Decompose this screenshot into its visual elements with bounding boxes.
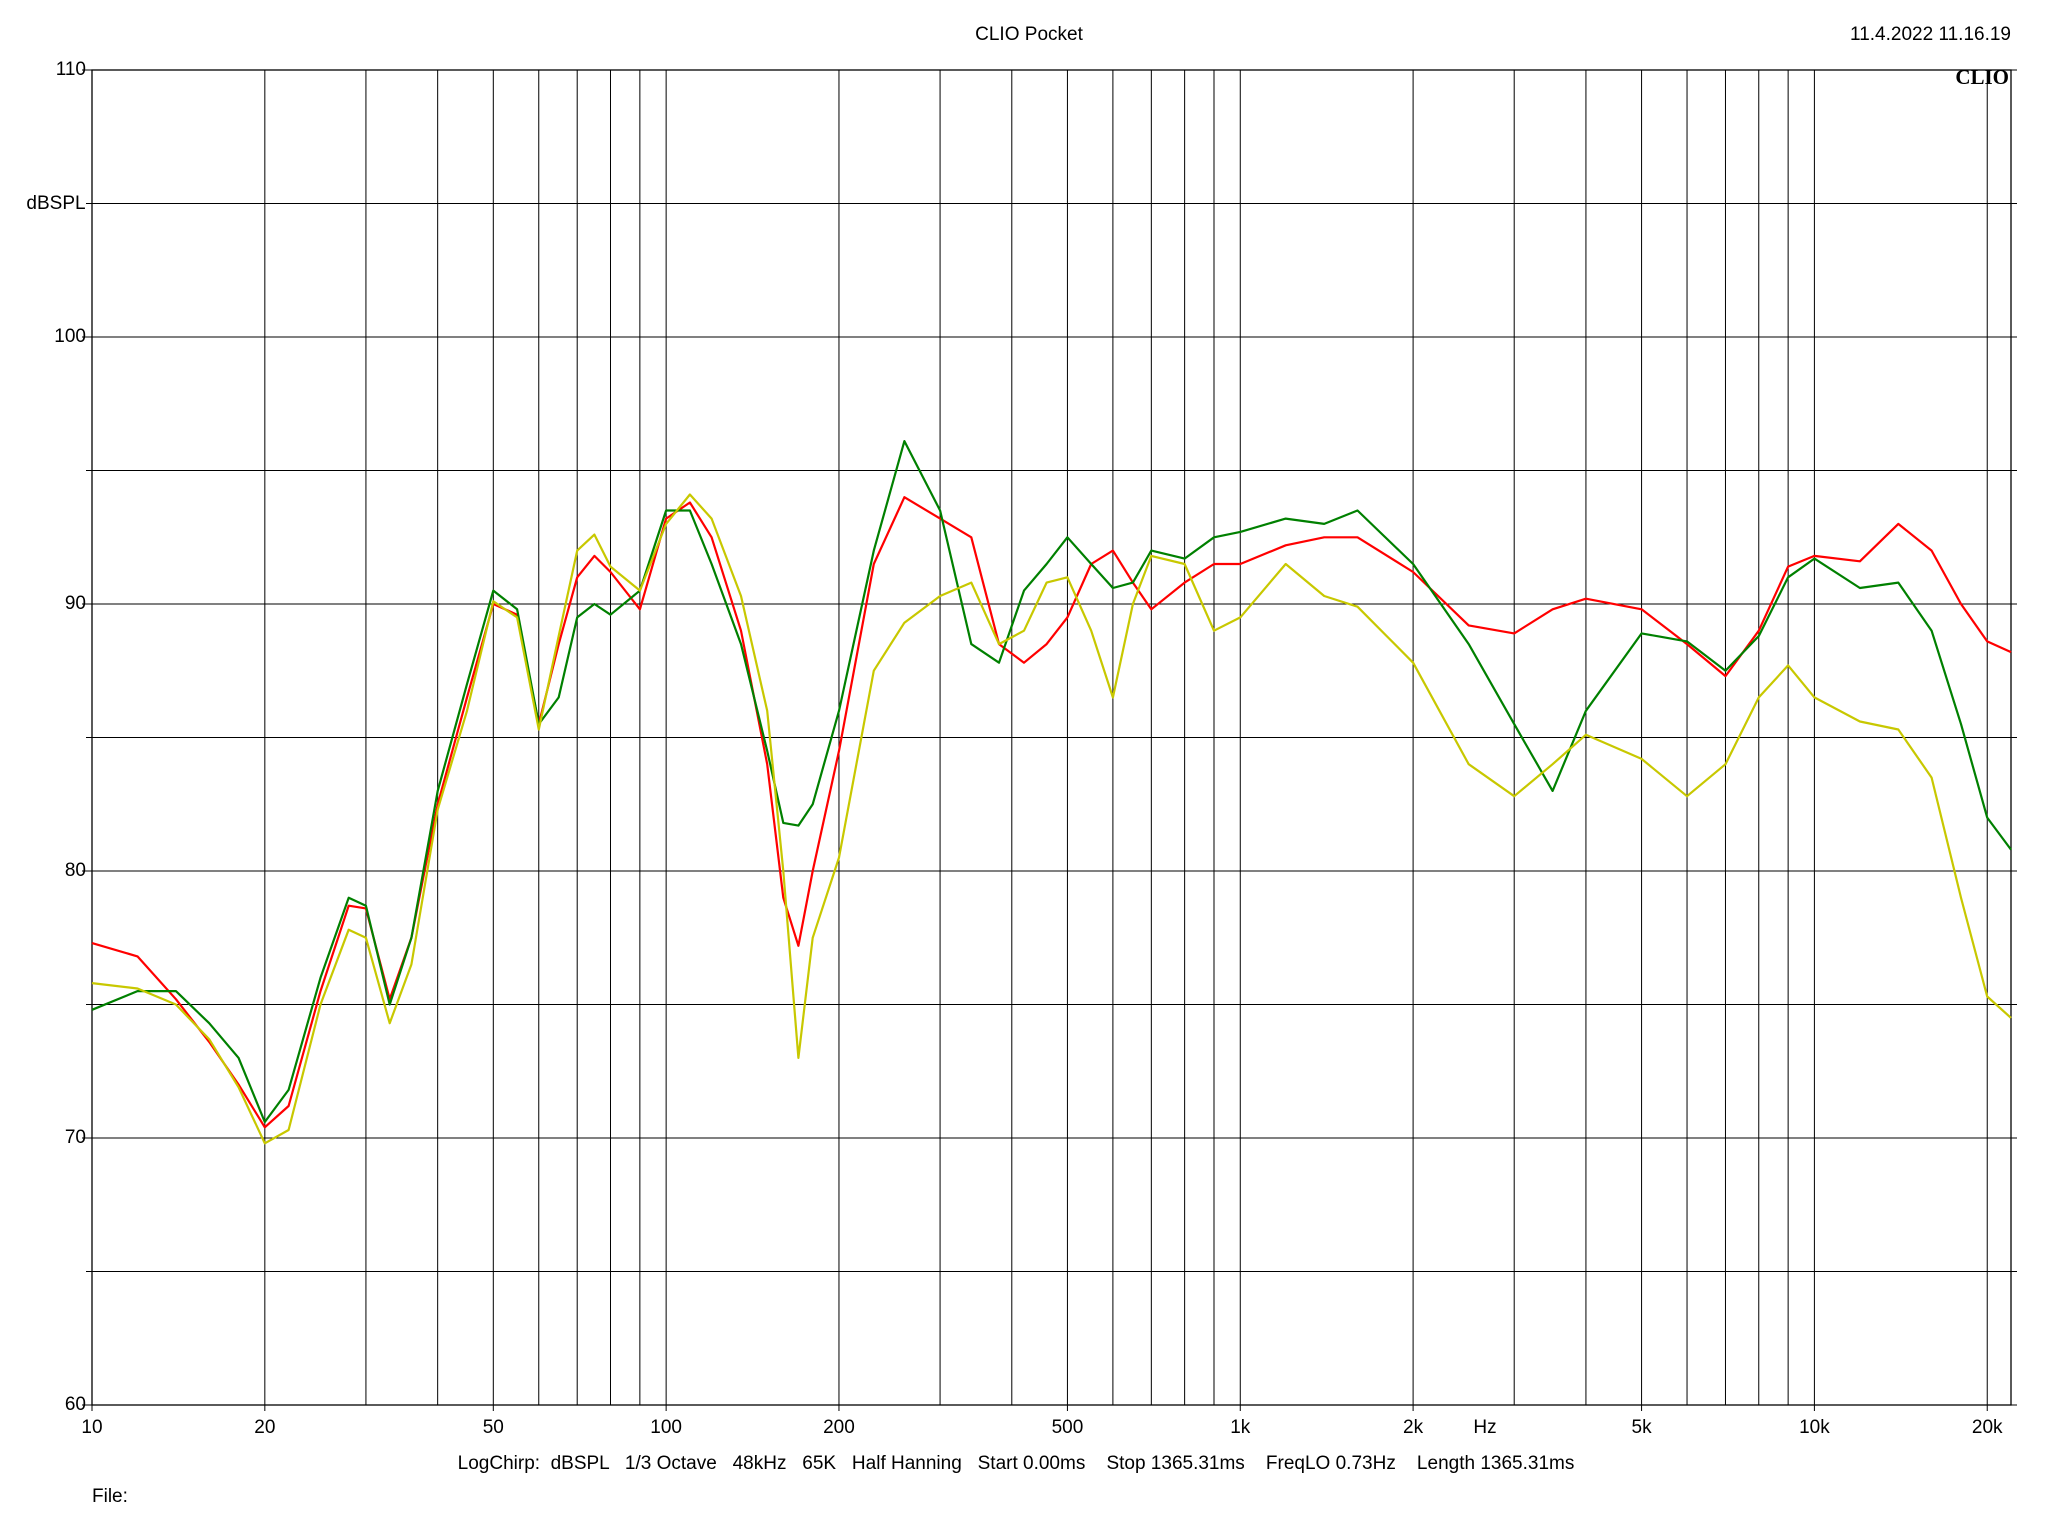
x-tick-label: 10k [1799,1417,1830,1438]
logo: CLIO [1955,65,2009,89]
chart-title: CLIO Pocket [975,24,1083,45]
x-tick-label: 10 [81,1417,102,1438]
y-tick-label: 60 [65,1394,86,1415]
x-tick-label: 200 [823,1417,855,1438]
data-line [91,440,2012,1124]
y-axis-label: dBSPL [26,193,85,214]
y-tick-label: 80 [65,860,86,881]
x-tick-label: 2k [1403,1417,1424,1438]
x-tick-label: 5k [1632,1417,1653,1438]
y-tick-label: 110 [56,59,86,80]
footer: LogChirp: dBSPL 1/3 Octave 48kHz 65K Hal… [458,1453,1575,1474]
y-tick-label: 70 [65,1127,86,1148]
data-line [91,493,2012,1145]
x-tick-label: 20 [254,1417,275,1438]
x-tick-label: 50 [483,1417,504,1438]
data-line [91,496,2012,1129]
y-tick-label: 100 [54,326,86,347]
x-tick-label: 500 [1052,1417,1084,1438]
x-axis-label: Hz [1473,1417,1496,1438]
x-tick-label: 100 [650,1417,682,1438]
file-label: File: [92,1486,128,1507]
y-tick-label: 90 [65,593,86,614]
x-tick-label: 1k [1230,1417,1251,1438]
timestamp: 11.4.2022 11.16.19 [1850,24,2011,45]
x-tick-label: 20k [1972,1417,2003,1438]
